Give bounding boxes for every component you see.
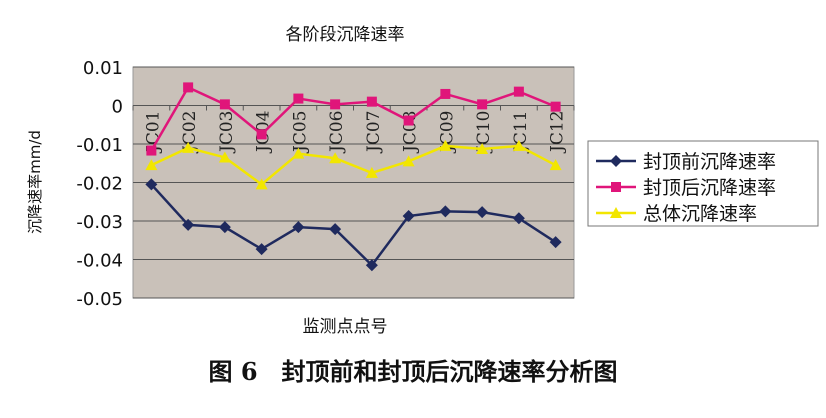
triangle-marker: [292, 147, 305, 159]
triangle-marker: [145, 159, 158, 171]
x-axis-label: 监测点点号: [303, 317, 388, 337]
legend-label: 封顶后沉降速率: [643, 177, 776, 199]
y-tick-label: -0.03: [76, 212, 123, 233]
diamond-marker: [292, 221, 305, 234]
diamond-marker: [512, 212, 525, 225]
line-chart: 各阶段沉降速率 监测点点号 沉降速率mm/d 0.01 0 -0.01 -0.02 -0…: [26, 25, 819, 337]
chart-title: 各阶段沉降速率: [286, 25, 405, 45]
triangle-marker: [476, 143, 489, 155]
diamond-marker: [255, 243, 268, 256]
y-axis-label: 沉降速率mm/d: [26, 130, 44, 234]
diamond-marker: [182, 218, 195, 231]
square-marker: [611, 182, 621, 192]
x-tick-label: JC10: [474, 111, 494, 154]
triangle-marker: [610, 207, 622, 218]
legend-label: 总体沉降速率: [643, 203, 757, 225]
diamond-marker: [365, 259, 378, 272]
square-marker: [550, 101, 561, 112]
square-marker: [256, 129, 267, 140]
square-marker: [330, 99, 341, 110]
y-tick-label: -0.05: [76, 289, 123, 310]
x-tick-label: JC01: [143, 111, 163, 154]
diamond-marker: [329, 223, 342, 236]
diamond-marker: [218, 221, 231, 234]
y-tick-label: -0.04: [76, 251, 123, 272]
figure-caption: 图 6 封顶前和封顶后沉降速率分析图: [208, 357, 618, 386]
diamond-marker: [439, 205, 452, 218]
triangle-marker: [329, 152, 342, 164]
diamond-marker: [610, 155, 622, 167]
diamond-marker: [476, 206, 489, 219]
square-marker: [403, 115, 414, 126]
square-marker: [219, 99, 230, 110]
x-tick-label: JC05: [290, 111, 310, 154]
y-tick-label: -0.01: [76, 135, 123, 156]
y-tick-label: 0.01: [83, 58, 123, 79]
square-marker: [440, 88, 451, 99]
x-tick-label: JC09: [437, 111, 457, 154]
triangle-marker: [512, 139, 525, 151]
triangle-marker: [365, 166, 378, 178]
triangle-marker: [255, 178, 268, 190]
y-tick-label: 0: [112, 97, 123, 118]
square-marker: [183, 82, 194, 93]
square-marker: [293, 93, 304, 104]
legend-label: 封顶前沉降速率: [643, 151, 776, 173]
series-line-3: [150, 144, 557, 187]
triangle-marker: [439, 139, 452, 151]
square-marker: [146, 145, 157, 156]
y-tick-label: -0.02: [76, 174, 123, 195]
diamond-marker: [402, 209, 415, 222]
x-tick-label: JC03: [217, 111, 237, 154]
x-tick-label: JC06: [327, 111, 347, 154]
triangle-marker: [402, 155, 415, 167]
triangle-marker: [218, 151, 231, 163]
x-tick-label: JC07: [364, 111, 384, 154]
x-tick-label: JC11: [511, 111, 531, 154]
square-marker: [477, 99, 488, 110]
square-marker: [513, 86, 524, 97]
series-line-2: [150, 85, 557, 152]
square-marker: [366, 96, 377, 107]
diamond-marker: [145, 178, 158, 191]
x-tick-label: JC02: [180, 111, 200, 154]
x-tick-label: JC12: [548, 111, 568, 154]
triangle-marker: [549, 159, 562, 171]
triangle-marker: [182, 141, 195, 153]
series-line-1: [150, 183, 557, 268]
diamond-marker: [549, 236, 562, 249]
